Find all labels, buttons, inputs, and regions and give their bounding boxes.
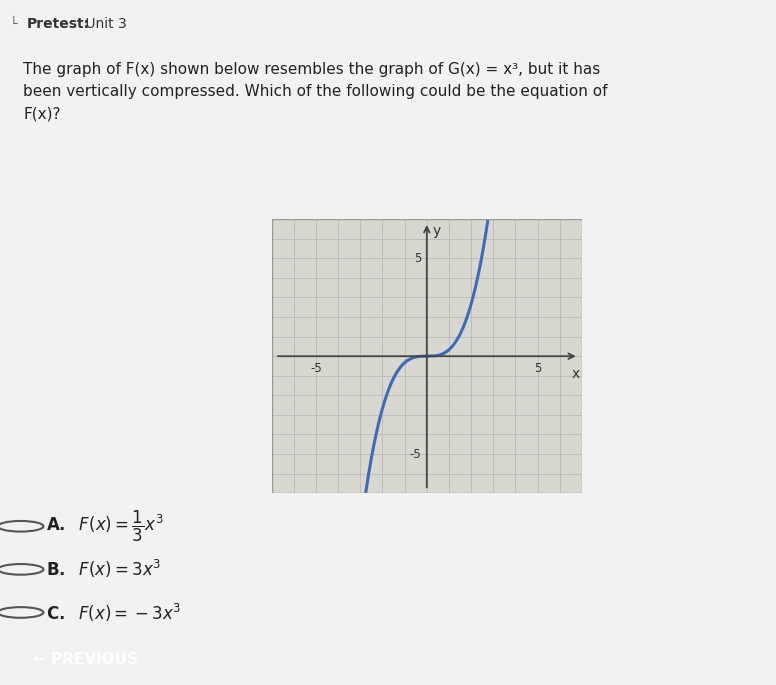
Text: Pretest:: Pretest: xyxy=(27,18,90,32)
Text: x: x xyxy=(571,367,580,381)
Text: The graph of F(x) shown below resembles the graph of G(x) = x³, but it has
been : The graph of F(x) shown below resembles … xyxy=(23,62,608,121)
Text: 5: 5 xyxy=(414,252,421,265)
Text: -5: -5 xyxy=(410,447,421,460)
Text: -5: -5 xyxy=(310,362,322,375)
Text: Unit 3: Unit 3 xyxy=(81,18,127,32)
Text: $\mathbf{B.}$  $F(x) = 3x^3$: $\mathbf{B.}$ $F(x) = 3x^3$ xyxy=(47,558,161,580)
Text: $\mathbf{C.}$  $F(x) = -3x^3$: $\mathbf{C.}$ $F(x) = -3x^3$ xyxy=(47,601,182,623)
Text: ← PREVIOUS: ← PREVIOUS xyxy=(33,652,138,667)
Text: └: └ xyxy=(9,18,17,31)
Text: $\mathbf{A.}$  $F(x) = \dfrac{1}{3}x^3$: $\mathbf{A.}$ $F(x) = \dfrac{1}{3}x^3$ xyxy=(47,509,164,544)
Text: 5: 5 xyxy=(534,362,542,375)
Text: y: y xyxy=(432,224,441,238)
